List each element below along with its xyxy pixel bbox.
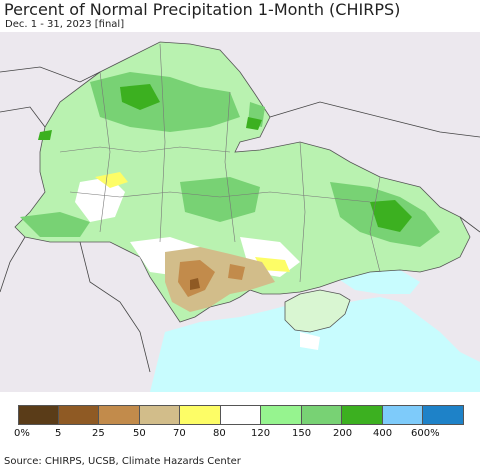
legend-swatch xyxy=(261,405,302,425)
date-range: Dec. 1 - 31, 2023 [final] xyxy=(5,19,125,30)
country-borders xyxy=(0,66,480,373)
legend-swatch xyxy=(18,405,59,425)
legend-tick: 70 xyxy=(173,428,186,439)
legend-swatch xyxy=(180,405,221,425)
legend-tick: 80 xyxy=(213,428,226,439)
sea-of-azov xyxy=(340,270,420,294)
legend-tick: 0% xyxy=(14,428,30,439)
source-credit: Source: CHIRPS, UCSB, Climate Hazards Ce… xyxy=(4,456,241,467)
legend-swatch xyxy=(342,405,383,425)
legend-swatch xyxy=(99,405,140,425)
legend-swatch xyxy=(423,405,464,425)
legend-tick: 150 xyxy=(292,428,312,439)
legend-swatch xyxy=(382,405,423,425)
legend-tick: 50 xyxy=(133,428,146,439)
dry-patches xyxy=(165,247,275,312)
legend-tick: 200 xyxy=(333,428,353,439)
legend-tick: 25 xyxy=(92,428,105,439)
legend-tick: 600% xyxy=(411,428,440,439)
legend-tick: 400 xyxy=(373,428,393,439)
oblast-borders xyxy=(59,43,381,283)
legend-tick: 120 xyxy=(251,428,271,439)
legend-swatch xyxy=(139,405,180,425)
legend-swatch xyxy=(58,405,99,425)
legend-tick: 5 xyxy=(55,428,62,439)
crimea xyxy=(284,289,351,333)
color-legend xyxy=(18,405,464,425)
legend-swatch xyxy=(220,405,261,425)
very-high-precip-patches xyxy=(38,84,412,232)
map-title: Percent of Normal Precipitation 1-Month … xyxy=(4,0,401,19)
legend-swatch xyxy=(301,405,342,425)
precipitation-map xyxy=(0,32,480,392)
